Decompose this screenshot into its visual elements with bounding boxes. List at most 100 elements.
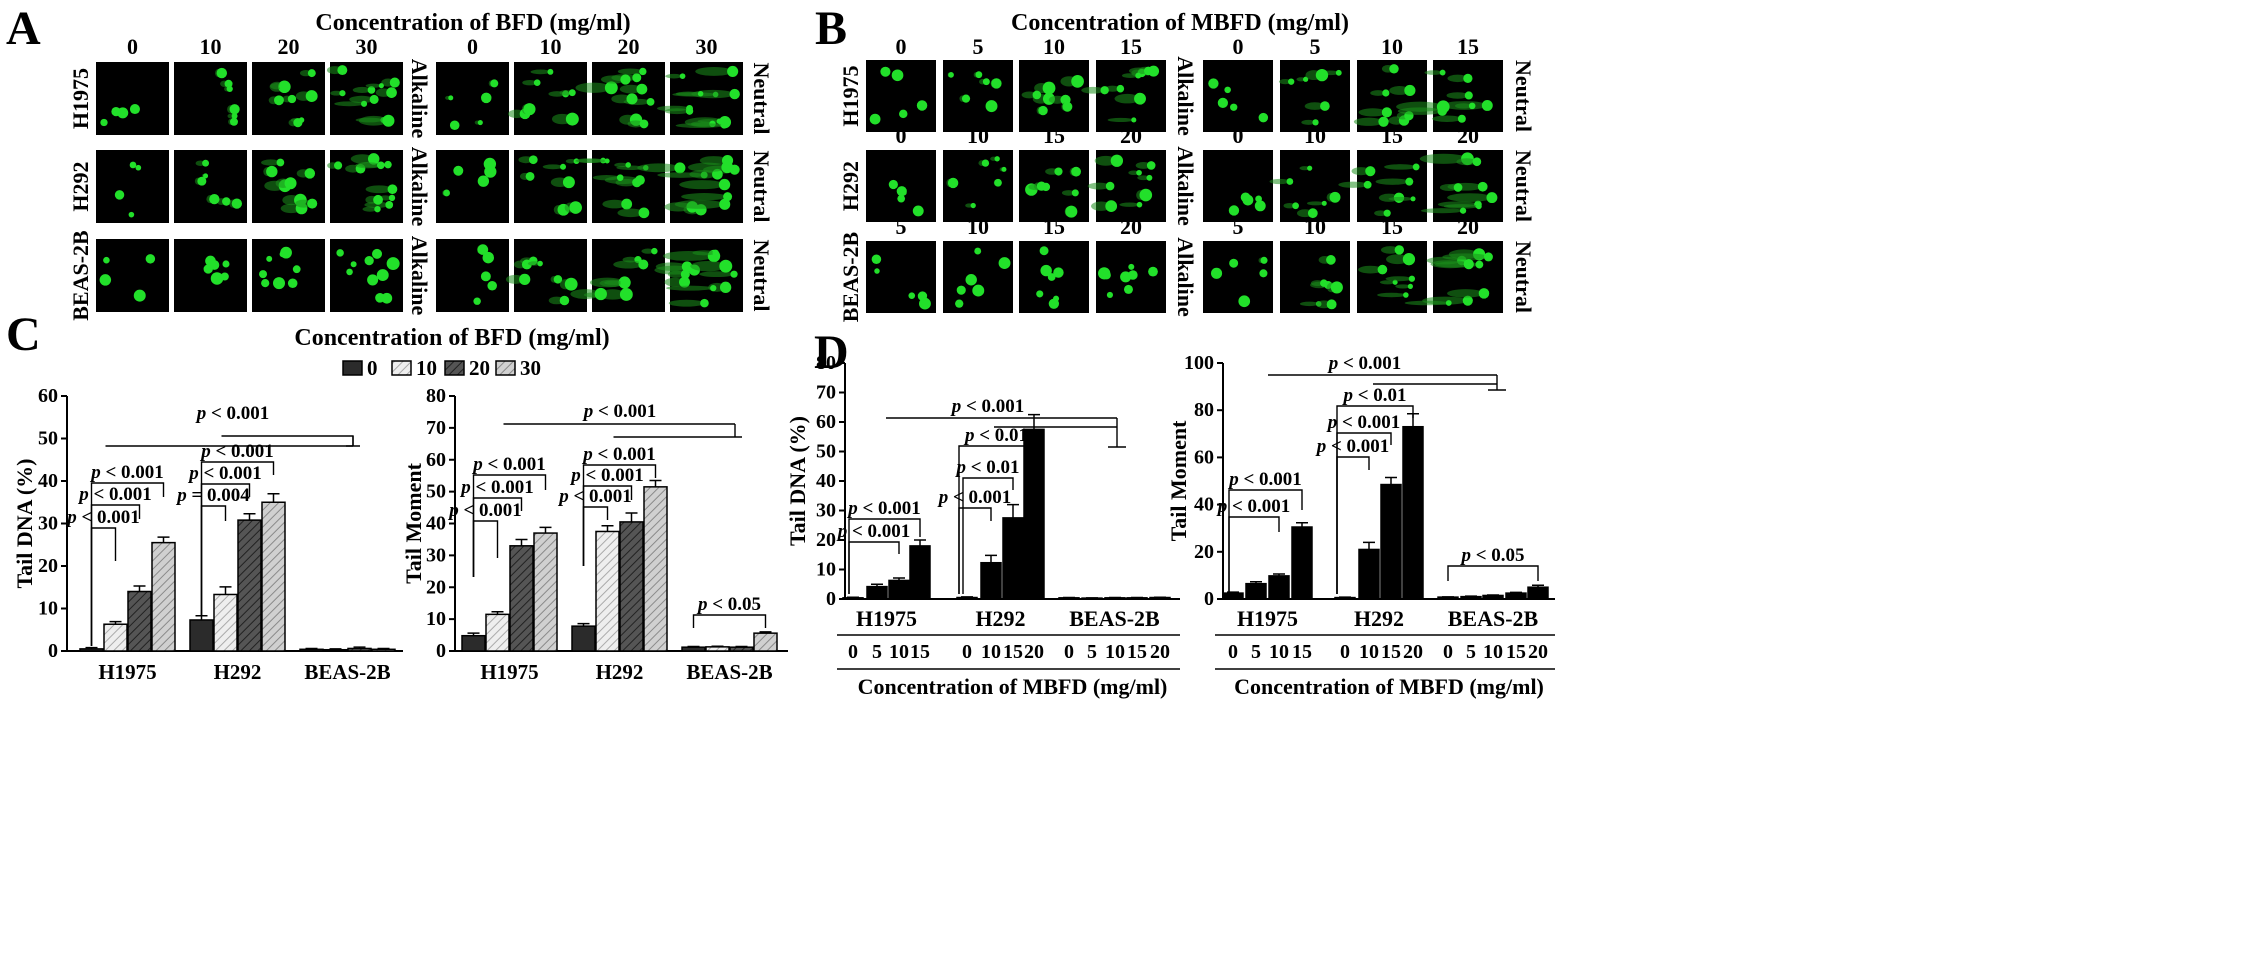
significance-bracket [472,474,547,577]
comet-head [1032,90,1042,100]
x-tick-label: 10 [1105,641,1125,663]
comet-head [1445,300,1452,306]
legend-swatch [444,360,465,376]
comet-head [948,71,954,78]
error-bar [1273,573,1285,576]
comet-head [1408,275,1416,282]
comet-image [1280,241,1350,313]
comet-tail [1107,117,1134,122]
comet-head [1240,192,1251,203]
comet-head [1053,267,1064,278]
comet-tail [1301,119,1316,125]
comet-head [287,278,298,289]
y-tick-label: 60 [426,449,446,471]
column-label: 15 [1381,123,1403,148]
comet-head [381,292,393,304]
row-label-beas-2b: BEAS-2B [838,231,863,322]
bar [753,632,778,652]
comet-head [453,165,464,176]
comet-tail [1358,265,1383,274]
comet-head [700,298,709,308]
comet-head [716,118,722,124]
comet-tail [1386,254,1409,265]
comet-head [229,117,238,126]
significance-bracket [1268,374,1506,391]
comet-head [1288,78,1295,85]
comet-head [1062,101,1073,112]
error-bar [847,596,859,598]
y-tick-label: 0 [48,640,58,662]
bar [347,647,372,652]
comet-image [174,239,247,312]
error-bar [1007,503,1019,518]
comet-head [487,280,497,291]
comet-head [1483,252,1493,262]
category-label: BEAS-2B [304,660,390,684]
comet-head [1128,263,1135,270]
x-tick-label: 20 [1150,641,1170,663]
comet-head [305,90,318,103]
comet-head [1472,157,1482,167]
bar [189,619,214,652]
error-bar [377,647,390,650]
bar [595,530,620,652]
comet-head [965,274,977,286]
comet-head [1128,270,1138,280]
comet-head [346,268,353,276]
category-label: H1975 [480,660,538,684]
comet-head [974,247,982,255]
comet-head [972,284,985,297]
y-tick-label: 30 [426,544,446,566]
comet-head [273,277,286,290]
comet-tail [542,164,564,170]
comet-head [1040,264,1052,277]
comet-head [202,159,210,167]
comet-head [619,288,633,301]
comet-head [1102,270,1111,280]
comet-head [1036,290,1044,298]
p-value-label: p < 0.001 [187,463,262,484]
comet-tail [675,123,725,129]
comet-tail [1379,280,1396,285]
comet-head [719,259,733,273]
x-tick-label: 0 [962,641,972,663]
comet-tail [365,83,382,88]
significance-bracket [582,464,657,566]
comet-head [1407,283,1413,289]
comet-head [1217,97,1228,109]
category-label: BEAS-2B [1448,606,1539,631]
comet-head [373,194,383,205]
comet-head [449,120,460,130]
comet-head [128,211,135,218]
y-tick-label: 30 [816,500,836,522]
comet-tail [334,101,365,107]
comet-head [1036,181,1047,191]
comet-head [280,246,292,259]
p-value-label: p < 0.001 [195,403,270,424]
comet-head [1116,84,1125,93]
comet-head [1071,189,1079,197]
comet-head [721,161,734,174]
significance-bracket [958,445,1035,594]
comet-tail [699,271,735,278]
comet-head [956,285,966,295]
bar [956,596,978,600]
column-label: 5 [1233,214,1244,239]
error-bar [577,622,590,627]
p-value-label: p < 0.001 [65,507,140,528]
comet-tail [362,206,378,212]
y-tick-label: 20 [426,576,446,598]
comet-head [477,244,489,255]
comet-head [384,160,392,169]
bar [1245,582,1267,600]
comet-head [1053,295,1060,302]
column-label: 10 [1043,34,1065,59]
x-tick-label: 0 [1064,641,1074,663]
y-tick-label: 0 [826,588,836,610]
y-tick-label: 60 [38,385,58,407]
error-bar [985,554,997,563]
column-label: 30 [356,34,378,59]
comet-tail [261,159,281,166]
comet-head [1312,119,1319,126]
comet-tail [657,105,690,112]
